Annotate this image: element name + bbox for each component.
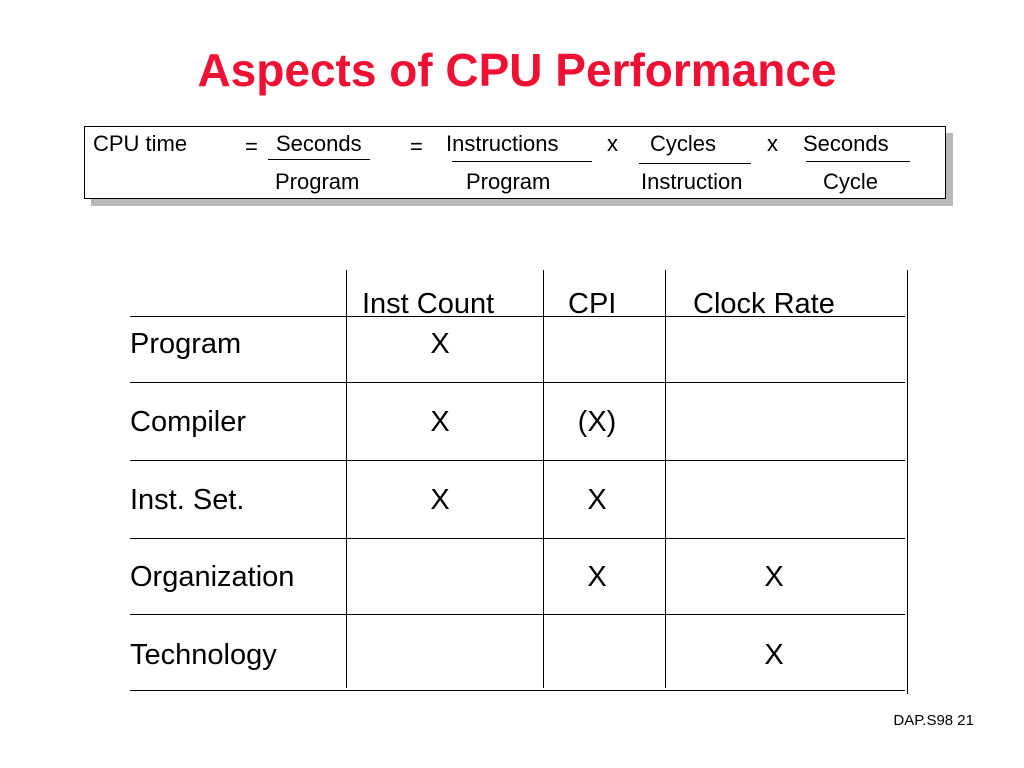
term-4-denominator: Cycle <box>823 169 879 194</box>
slide-title: Aspects of CPU Performance <box>197 44 837 96</box>
cell-program-inst-count: X <box>430 328 450 360</box>
row-label-program: Program <box>130 328 242 360</box>
row-label-compiler: Compiler <box>130 406 247 438</box>
slide-footer: DAP.S98 21 <box>893 712 974 729</box>
term-1-denominator: Program <box>275 169 360 194</box>
formula-equals-2: = <box>410 134 423 159</box>
formula-equals-1: = <box>245 134 258 159</box>
term-4-fraction-bar <box>806 161 910 162</box>
cell-inst-set-inst-count: X <box>430 484 450 516</box>
term-3-fraction-bar <box>639 163 751 164</box>
table-hline-4 <box>130 614 905 615</box>
row-label-inst-set: Inst. Set. <box>130 484 245 516</box>
header-cpi: CPI <box>568 288 617 320</box>
cell-inst-set-cpi: X <box>587 484 607 516</box>
cell-compiler-cpi: (X) <box>577 406 617 438</box>
cell-organization-cpi: X <box>587 561 607 593</box>
row-label-technology: Technology <box>130 639 277 671</box>
table-vline-4 <box>907 270 908 694</box>
term-1-numerator: Seconds <box>276 131 362 156</box>
term-2-fraction-bar <box>452 161 592 162</box>
table-hline-2 <box>130 460 905 461</box>
term-3-numerator: Cycles <box>650 131 717 156</box>
table-vline-3 <box>665 270 666 688</box>
formula-times-1: x <box>607 131 618 156</box>
cell-compiler-inst-count: X <box>430 406 450 438</box>
formula-times-2: x <box>767 131 778 156</box>
formula-box: CPU time = Seconds Program = Instruction… <box>84 126 946 199</box>
cell-organization-clock-rate: X <box>764 561 784 593</box>
row-label-organization: Organization <box>130 561 295 593</box>
term-1-fraction-bar <box>268 159 370 160</box>
header-clock-rate: Clock Rate <box>693 288 835 320</box>
formula-lhs: CPU time <box>93 131 188 156</box>
table-hline-1 <box>130 382 905 383</box>
table-hline-header <box>130 316 905 317</box>
term-4-numerator: Seconds <box>803 131 889 156</box>
header-inst-count: Inst Count <box>362 288 495 320</box>
term-2-numerator: Instructions <box>446 131 559 156</box>
table-hline-5 <box>130 690 905 691</box>
term-2-denominator: Program <box>466 169 551 194</box>
table-hline-3 <box>130 538 905 539</box>
table-vline-2 <box>543 270 544 688</box>
table-vline-1 <box>346 270 347 688</box>
term-3-denominator: Instruction <box>641 169 743 194</box>
cell-technology-clock-rate: X <box>764 639 784 671</box>
